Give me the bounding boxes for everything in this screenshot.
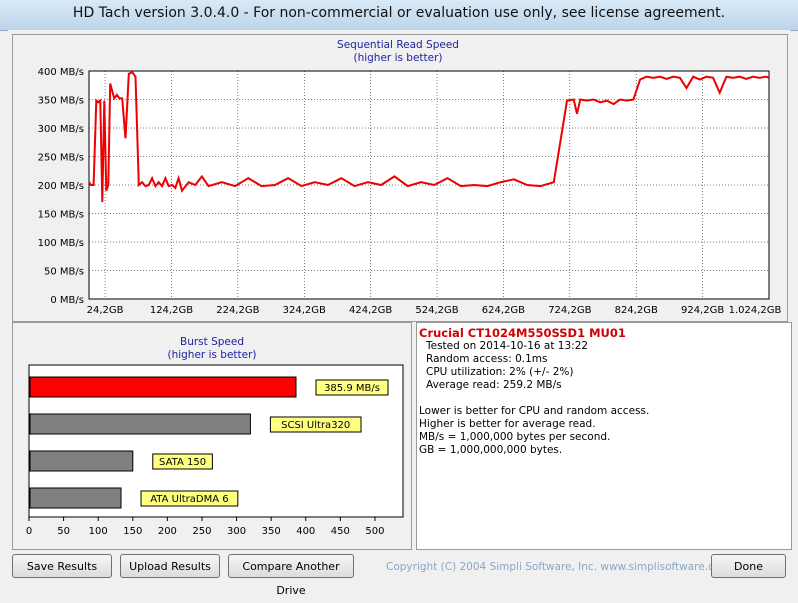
burst-bar	[29, 413, 251, 435]
burst-x-tick-label: 50	[57, 526, 70, 537]
burst-bar-label: 385.9 MB/s	[324, 383, 380, 394]
y-tick-label: 200 MB/s	[38, 181, 84, 192]
sequential-read-chart: Sequential Read Speed (higher is better)…	[38, 39, 782, 316]
chart-subtitle: (higher is better)	[353, 52, 442, 64]
y-tick-label: 300 MB/s	[38, 124, 84, 135]
burst-x-tick-label: 350	[262, 526, 281, 537]
upload-results-button[interactable]: Upload Results	[120, 554, 220, 578]
burst-x-tick-label: 200	[158, 526, 177, 537]
burst-x-tick-label: 300	[227, 526, 246, 537]
burst-chart-title: Burst Speed	[180, 336, 244, 348]
y-tick-label: 250 MB/s	[38, 153, 84, 164]
done-button[interactable]: Done	[711, 554, 786, 578]
burst-x-tick-label: 450	[331, 526, 350, 537]
save-results-button[interactable]: Save Results	[12, 554, 112, 578]
x-tick-label: 24,2GB	[87, 305, 124, 316]
title-bar: HD Tach version 3.0.4.0 - For non-commer…	[0, 0, 798, 31]
cpu-utilization: CPU utilization: 2% (+/- 2%)	[426, 366, 574, 378]
average-read: Average read: 259.2 MB/s	[426, 379, 562, 391]
x-tick-label: 924,2GB	[681, 305, 724, 316]
burst-x-tick-label: 100	[89, 526, 108, 537]
x-tick-label: 1.024,2GB	[729, 305, 782, 316]
results-info-panel: Crucial CT1024M550SSD1 MU01 Tested on 20…	[416, 322, 792, 550]
y-tick-label: 100 MB/s	[38, 238, 84, 249]
x-tick-label: 624,2GB	[482, 305, 525, 316]
x-tick-label: 824,2GB	[615, 305, 658, 316]
x-tick-label: 524,2GB	[415, 305, 458, 316]
burst-x-tick-label: 400	[296, 526, 315, 537]
burst-bar-label-box	[269, 416, 362, 433]
burst-bar-label: SCSI Ultra320	[281, 420, 350, 431]
burst-x-tick-label: 150	[123, 526, 142, 537]
burst-bar	[29, 450, 134, 472]
burst-bar-label-box	[315, 379, 389, 396]
x-tick-label: 324,2GB	[283, 305, 326, 316]
copyright-text: Copyright (C) 2004 Simpli Software, Inc.…	[386, 561, 731, 573]
note-gb-definition: GB = 1,000,000,000 bytes.	[419, 444, 563, 456]
burst-bar	[29, 376, 297, 398]
window-title: HD Tach version 3.0.4.0 - For non-commer…	[72, 5, 726, 21]
burst-chart-panel: Burst Speed (higher is better) 385.9 MB/…	[12, 322, 412, 550]
y-tick-label: 0 MB/s	[50, 295, 84, 306]
burst-bar-label: SATA 150	[159, 457, 206, 468]
y-tick-label: 400 MB/s	[38, 67, 84, 78]
random-access: Random access: 0.1ms	[426, 353, 548, 365]
x-tick-label: 724,2GB	[548, 305, 591, 316]
y-tick-label: 50 MB/s	[44, 267, 84, 278]
read-speed-series-line	[88, 70, 770, 203]
burst-speed-chart: Burst Speed (higher is better) 385.9 MB/…	[26, 336, 404, 537]
sequential-chart-panel: Sequential Read Speed (higher is better)…	[12, 34, 788, 322]
x-tick-label: 224,2GB	[216, 305, 259, 316]
note-mbs-definition: MB/s = 1,000,000 bytes per second.	[419, 431, 611, 443]
burst-bar	[29, 487, 122, 509]
drive-name: Crucial CT1024M550SSD1 MU01	[419, 326, 626, 340]
x-tick-label: 424,2GB	[349, 305, 392, 316]
client-area: Sequential Read Speed (higher is better)…	[8, 30, 792, 597]
burst-bar-label-box	[152, 453, 213, 470]
note-lower-better: Lower is better for CPU and random acces…	[419, 405, 650, 417]
burst-x-tick-label: 500	[365, 526, 384, 537]
chart-title: Sequential Read Speed	[337, 39, 459, 51]
y-tick-label: 150 MB/s	[38, 210, 84, 221]
tested-on: Tested on 2014-10-16 at 13:22	[426, 340, 589, 352]
x-tick-label: 124,2GB	[150, 305, 193, 316]
compare-another-drive-button[interactable]: Compare Another Drive	[228, 554, 354, 597]
y-tick-label: 350 MB/s	[38, 96, 84, 107]
burst-chart-subtitle: (higher is better)	[167, 349, 256, 361]
burst-bar-label-box	[140, 490, 239, 507]
burst-bar-label: ATA UltraDMA 6	[150, 494, 228, 505]
burst-x-tick-label: 250	[192, 526, 211, 537]
note-higher-better: Higher is better for average read.	[419, 418, 596, 430]
burst-x-tick-label: 0	[26, 526, 32, 537]
